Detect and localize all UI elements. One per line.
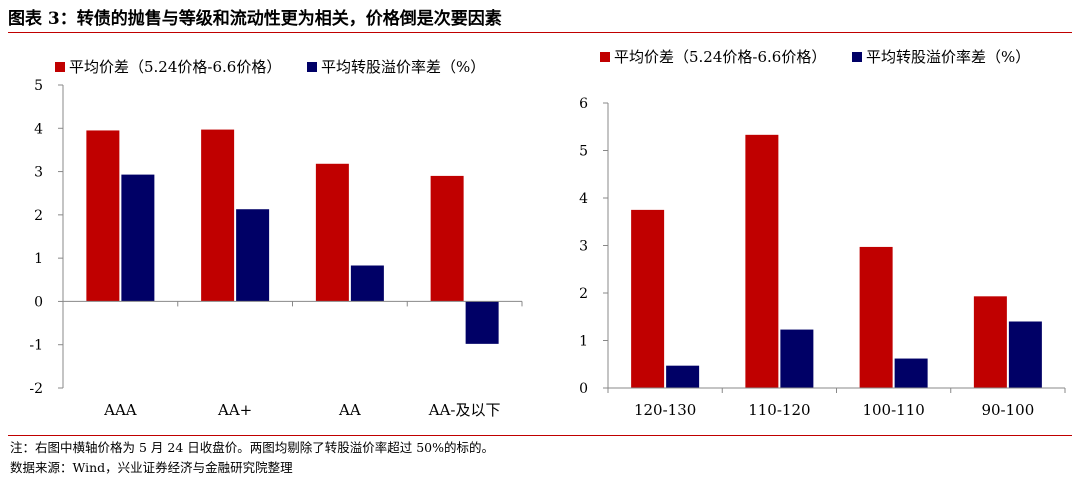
bar-s1-0 [121, 174, 155, 302]
legend-item-0: 平均价差（5.24价格-6.6价格） [600, 48, 826, 66]
x-category-label: AA+ [217, 401, 252, 419]
figure-source: 数据来源：Wind，兴业证券经济与金融研究院整理 [10, 460, 293, 475]
legend-item-1: 平均转股溢价率差（%） [852, 48, 1030, 66]
y-tick-label: 2 [579, 286, 588, 302]
chart-right: 平均价差（5.24价格-6.6价格） 平均转股溢价率差（%） 0 1 2 3 4 5 6 120-… [579, 48, 1066, 419]
y-tick-label: 2 [34, 208, 43, 224]
bar-s0-2 [859, 246, 893, 388]
y-tick-label: 3 [34, 165, 43, 181]
x-category-label: AAA [103, 401, 137, 419]
chart-left: 平均价差（5.24价格-6.6价格） 平均转股溢价率差（%） -2 -1 0 1 2 3 4 5 A… [29, 58, 523, 419]
bar-s0-3 [973, 296, 1007, 388]
bar-s1-1 [236, 209, 270, 302]
x-category-label: AA [338, 401, 361, 419]
legend-item-0: 平均价差（5.24价格-6.6价格） [55, 58, 281, 76]
figure-title: 图表 3：转债的抛售与等级和流动性更为相关，价格倒是次要因素 [8, 6, 1072, 33]
legend-label-0: 平均价差（5.24价格-6.6价格） [614, 48, 826, 66]
x-category-label: 110-120 [748, 401, 810, 419]
legend-swatch-0 [600, 52, 610, 62]
y-tick-label: 5 [34, 78, 43, 94]
bar-s0-0 [86, 130, 120, 302]
figure-note: 注：右图中横轴价格为 5 月 24 日收盘价。两图均剔除了转股溢价率超过 50%… [10, 440, 495, 455]
y-tick-label: 0 [34, 294, 43, 310]
bar-s1-0 [666, 365, 700, 388]
bar-s0-0 [631, 209, 665, 388]
bar-s1-3 [1008, 321, 1042, 388]
bar-s1-2 [350, 265, 384, 302]
y-tick-label: 4 [34, 121, 43, 137]
x-category-label: 100-110 [862, 401, 924, 419]
x-category-label: 90-100 [981, 401, 1034, 419]
y-tick-label: 5 [579, 144, 588, 160]
bar-s0-1 [745, 134, 779, 388]
bar-s1-1 [780, 329, 814, 388]
legend-label-1: 平均转股溢价率差（%） [321, 58, 485, 76]
y-tick-label: -1 [29, 338, 43, 354]
note-separator [8, 435, 1072, 436]
legend-swatch-0 [55, 62, 65, 72]
legend-swatch-1 [852, 52, 862, 62]
x-category-label: 120-130 [634, 401, 696, 419]
legend-swatch-1 [307, 62, 317, 72]
bar-s0-3 [430, 175, 464, 302]
bar-s0-2 [315, 163, 349, 302]
y-tick-label: -2 [29, 381, 43, 397]
x-category-label: AA-及以下 [428, 401, 501, 419]
figure-title-text: 图表 3：转债的抛售与等级和流动性更为相关，价格倒是次要因素 [8, 9, 502, 29]
bar-s0-1 [201, 129, 235, 302]
legend-item-1: 平均转股溢价率差（%） [307, 58, 485, 76]
y-tick-label: 1 [34, 251, 43, 267]
bar-s1-2 [894, 358, 928, 388]
bar-s1-3 [465, 301, 499, 344]
y-tick-label: 1 [579, 334, 588, 350]
legend-label-0: 平均价差（5.24价格-6.6价格） [69, 58, 281, 76]
y-tick-label: 0 [579, 381, 588, 397]
y-tick-label: 6 [579, 96, 588, 112]
y-tick-label: 3 [579, 239, 588, 255]
legend-label-1: 平均转股溢价率差（%） [866, 48, 1030, 66]
y-tick-label: 4 [579, 191, 588, 207]
